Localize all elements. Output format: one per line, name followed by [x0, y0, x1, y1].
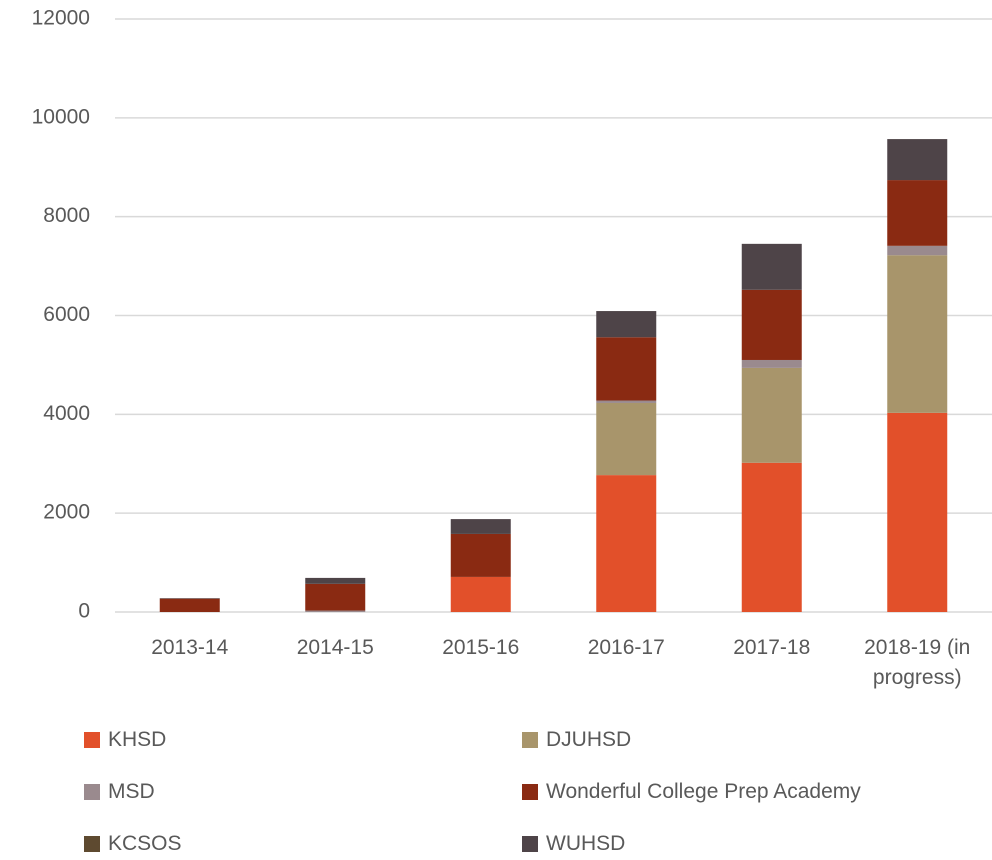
bar-segment	[450, 519, 511, 534]
bar-segment	[305, 577, 366, 584]
bar-segment	[596, 475, 657, 612]
bar-segment	[450, 576, 511, 612]
y-tick-label: 0	[78, 600, 90, 623]
y-tick-label: 4000	[43, 402, 90, 425]
bar-segment	[596, 311, 657, 338]
legend-item: MSD	[84, 780, 155, 804]
bar-segment	[741, 367, 802, 463]
legend-item: WUHSD	[522, 832, 625, 856]
y-tick-label: 8000	[43, 204, 90, 227]
legend-item: KHSD	[84, 728, 166, 752]
bar-segment	[596, 400, 657, 403]
legend-label: WUHSD	[546, 832, 626, 855]
bar-segment	[305, 583, 366, 611]
legend-label: Wonderful College Prep Academy	[546, 780, 861, 803]
y-tick-label: 6000	[43, 303, 90, 326]
bar-segment	[596, 402, 657, 476]
y-tick-label: 12000	[32, 7, 90, 30]
bar-segment	[887, 245, 948, 256]
bar-segment	[887, 255, 948, 413]
legend-item: Wonderful College Prep Academy	[522, 780, 861, 804]
bar-segment	[887, 139, 948, 181]
bar-segment	[887, 180, 948, 246]
legend-swatch	[522, 732, 538, 748]
legend-swatch	[84, 732, 100, 748]
legend-swatch	[522, 784, 538, 800]
bar-segment	[450, 533, 511, 577]
bar-segment	[741, 359, 802, 368]
bar-segment	[741, 462, 802, 612]
legend-label: MSD	[108, 780, 155, 803]
bar-segment	[741, 289, 802, 360]
legend-label: KHSD	[108, 728, 167, 751]
legend-swatch	[522, 836, 538, 852]
x-tick-label: 2016-17	[587, 636, 665, 659]
y-tick-label: 10000	[32, 105, 90, 128]
legend-item: KCSOS	[84, 832, 182, 856]
legend-swatch	[84, 836, 100, 852]
legend-swatch	[84, 784, 100, 800]
bar-segment	[741, 243, 802, 290]
y-tick-label: 2000	[43, 501, 90, 524]
x-tick-label: 2017-18	[733, 636, 811, 659]
x-tick-label: 2014-15	[296, 636, 374, 659]
x-tick-label: 2015-16	[442, 636, 520, 659]
bar-segment	[596, 337, 657, 401]
bar-segment	[887, 412, 948, 612]
legend-label: KCSOS	[108, 832, 182, 855]
x-tick-label: 2013-14	[151, 636, 229, 659]
bar-segment	[305, 610, 366, 612]
legend-item: DJUHSD	[522, 728, 631, 752]
x-tick-label: 2018-19 (in progress)	[864, 636, 971, 689]
bar-segment	[159, 598, 220, 612]
legend-label: DJUHSD	[546, 728, 632, 751]
